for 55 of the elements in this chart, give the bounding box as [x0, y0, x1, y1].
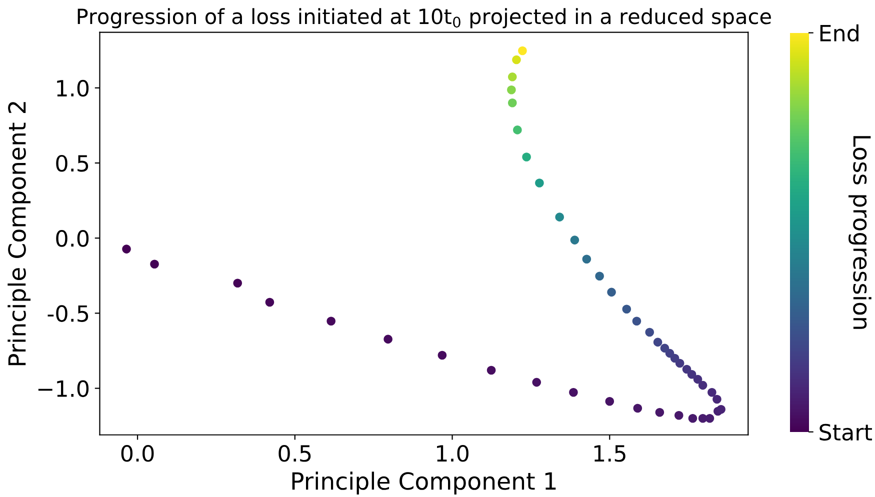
point	[653, 338, 662, 347]
point	[570, 236, 580, 244]
point	[512, 55, 521, 64]
y-tick-label: 0.0	[56, 230, 89, 247]
point	[518, 46, 527, 56]
point	[632, 316, 642, 326]
x-tick-label: 1.5	[594, 445, 626, 462]
point	[582, 254, 592, 264]
point	[622, 304, 632, 314]
point	[633, 404, 642, 413]
point	[150, 260, 159, 268]
point	[555, 212, 564, 222]
y-tick-label: 1.0	[57, 80, 89, 97]
point	[508, 98, 517, 108]
point	[605, 396, 614, 406]
color-bar-label: End	[820, 24, 858, 42]
point	[486, 366, 496, 375]
point	[265, 298, 274, 307]
y-axis-title: Principle Component 2	[8, 102, 31, 366]
point	[522, 152, 531, 162]
point	[708, 388, 716, 397]
point	[595, 272, 604, 280]
x-tick-label: 0.0	[121, 444, 154, 462]
point	[655, 408, 664, 417]
point	[384, 334, 392, 344]
point	[705, 414, 714, 423]
point	[532, 378, 542, 387]
point	[660, 344, 670, 353]
point	[716, 404, 726, 414]
point	[645, 328, 654, 337]
x-axis-title: Principle Component 1	[292, 472, 556, 495]
point	[508, 72, 517, 82]
chart-title: Progression of a loss initiated at 10t$_{0}$ projected in a reduced space	[78, 8, 771, 28]
point	[569, 388, 578, 397]
point	[513, 126, 522, 134]
point	[682, 364, 692, 374]
point	[688, 414, 698, 423]
point	[326, 316, 336, 326]
x-tick-label: 1.0	[437, 444, 468, 462]
point	[698, 380, 708, 390]
point	[233, 278, 242, 288]
point	[674, 410, 684, 420]
point	[712, 394, 722, 404]
color-bar-title: Loss progression	[848, 136, 872, 329]
point	[607, 288, 616, 297]
x-tick-label: 0.5	[278, 444, 311, 462]
point	[122, 244, 131, 254]
y-tick-label: 0.5	[56, 154, 88, 172]
point	[535, 178, 544, 188]
point	[438, 350, 447, 360]
point	[507, 85, 516, 94]
color-bar-label: Start	[820, 424, 872, 441]
y-tick-label: −1.0	[38, 380, 89, 398]
point	[693, 374, 702, 384]
y-tick-label: -0.5	[48, 305, 88, 322]
